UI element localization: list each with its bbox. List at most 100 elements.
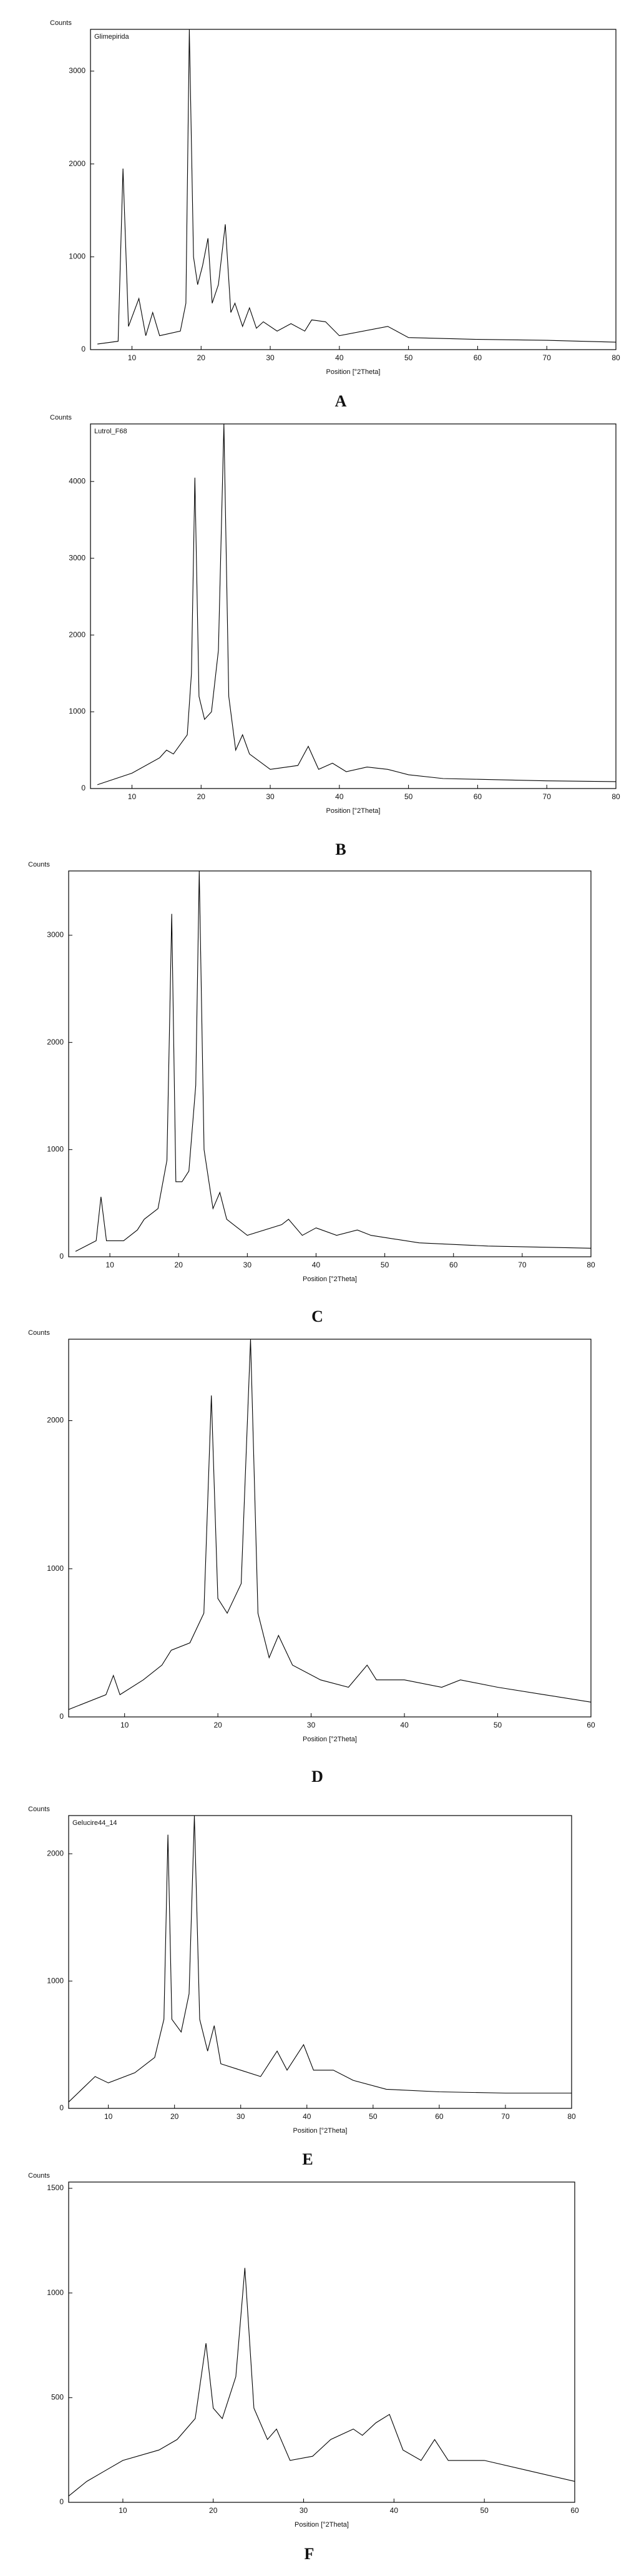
x-axis-label: Position [°2Theta] [303, 1276, 357, 1283]
x-tick-label: 50 [404, 353, 413, 362]
diffraction-line [69, 1339, 591, 1710]
y-tick-label: 2000 [47, 1038, 64, 1046]
y-tick-label: 0 [59, 2103, 64, 2112]
x-tick-label: 60 [587, 1721, 595, 1729]
plot-frame [68, 2181, 575, 2503]
y-tick-label: 2000 [69, 159, 85, 168]
x-tick-label: 80 [587, 1261, 595, 1269]
x-tick-label: 70 [543, 792, 552, 801]
diffraction-line [69, 2268, 575, 2497]
x-tick-label: 80 [612, 792, 620, 801]
x-tick-label: 30 [237, 2112, 245, 2121]
x-tick-label: 20 [197, 792, 206, 801]
x-tick-label: 10 [105, 1261, 114, 1269]
y-axis-label: Counts [28, 1806, 50, 1813]
y-axis-label: Counts [28, 861, 50, 868]
y-tick-label: 2000 [47, 1416, 64, 1425]
y-tick-label: 1000 [47, 1145, 64, 1154]
y-tick-label: 3000 [47, 930, 64, 939]
panel-caption: F [305, 2545, 315, 2563]
diffraction-line [75, 870, 591, 1252]
sample-label: Lutrol_F68 [94, 428, 127, 435]
y-tick-label: 1000 [47, 2288, 64, 2297]
x-tick-label: 40 [390, 2506, 399, 2515]
x-tick-label: 40 [335, 353, 344, 362]
panel-caption: E [302, 2150, 313, 2168]
y-axis-label: Counts [28, 1329, 50, 1337]
x-tick-label: 70 [543, 353, 552, 362]
panel-caption: B [335, 840, 346, 858]
y-axis-label: Counts [28, 2172, 50, 2180]
x-tick-label: 30 [300, 2506, 308, 2515]
x-tick-label: 50 [480, 2506, 489, 2515]
x-tick-label: 50 [381, 1261, 389, 1269]
x-tick-label: 50 [404, 792, 413, 801]
y-tick-label: 0 [81, 345, 85, 353]
plot-frame [68, 870, 592, 1257]
y-tick-label: 1500 [47, 2183, 64, 2192]
x-tick-label: 10 [119, 2506, 127, 2515]
y-tick-label: 0 [59, 2497, 64, 2506]
plot-frame [90, 29, 617, 350]
y-tick-label: 0 [59, 1252, 64, 1261]
y-tick-label: 1000 [47, 1564, 64, 1573]
x-tick-label: 60 [435, 2112, 444, 2121]
y-tick-label: 1000 [69, 252, 85, 260]
panel-caption: D [311, 1767, 323, 1786]
sample-label: Gelucire44_14 [72, 1819, 117, 1827]
x-tick-label: 20 [209, 2506, 218, 2515]
x-axis-label: Position [°2Theta] [303, 1736, 357, 1743]
x-tick-label: 30 [266, 792, 275, 801]
sample-label: Glimepirida [94, 33, 130, 41]
x-tick-label: 20 [170, 2112, 179, 2121]
y-tick-label: 3000 [69, 553, 85, 562]
x-tick-label: 10 [104, 2112, 113, 2121]
y-axis-label: Counts [50, 19, 72, 27]
diffraction-line [97, 29, 616, 345]
x-tick-label: 20 [197, 353, 206, 362]
x-axis-label: Position [°2Theta] [326, 807, 381, 815]
x-tick-label: 20 [175, 1261, 183, 1269]
x-tick-label: 80 [567, 2112, 576, 2121]
x-tick-label: 10 [120, 1721, 129, 1729]
x-tick-label: 60 [474, 353, 482, 362]
y-tick-label: 4000 [69, 476, 85, 485]
x-tick-label: 70 [501, 2112, 510, 2121]
x-tick-label: 60 [474, 792, 482, 801]
x-tick-label: 60 [570, 2506, 579, 2515]
x-axis-label: Position [°2Theta] [295, 2521, 349, 2529]
x-tick-label: 40 [303, 2112, 311, 2121]
y-axis-label: Counts [50, 414, 72, 421]
x-tick-label: 30 [307, 1721, 316, 1729]
y-tick-label: 2000 [47, 1849, 64, 1857]
y-tick-label: 1000 [69, 707, 85, 715]
x-tick-label: 20 [213, 1721, 222, 1729]
x-tick-label: 80 [612, 353, 620, 362]
diffraction-line [69, 1815, 572, 2103]
y-tick-label: 0 [81, 784, 85, 792]
x-tick-label: 70 [518, 1261, 527, 1269]
y-tick-label: 500 [51, 2393, 64, 2402]
x-tick-label: 60 [449, 1261, 458, 1269]
x-tick-label: 40 [335, 792, 344, 801]
x-tick-label: 30 [243, 1261, 252, 1269]
diffraction-line [97, 423, 616, 785]
panel-caption: C [311, 1307, 323, 1325]
x-axis-label: Position [°2Theta] [293, 2127, 348, 2135]
x-tick-label: 40 [400, 1721, 409, 1729]
y-tick-label: 2000 [69, 630, 85, 639]
plot-frame [68, 1815, 572, 2109]
x-axis-label: Position [°2Theta] [326, 368, 381, 376]
x-tick-label: 40 [312, 1261, 321, 1269]
x-tick-label: 10 [128, 353, 137, 362]
x-tick-label: 50 [369, 2112, 378, 2121]
y-tick-label: 1000 [47, 1976, 64, 1985]
x-tick-label: 30 [266, 353, 275, 362]
panel-caption: A [335, 392, 347, 410]
y-tick-label: 0 [59, 1712, 64, 1721]
y-tick-label: 3000 [69, 66, 85, 75]
plot-frame [68, 1339, 592, 1718]
plot-frame [90, 423, 617, 789]
